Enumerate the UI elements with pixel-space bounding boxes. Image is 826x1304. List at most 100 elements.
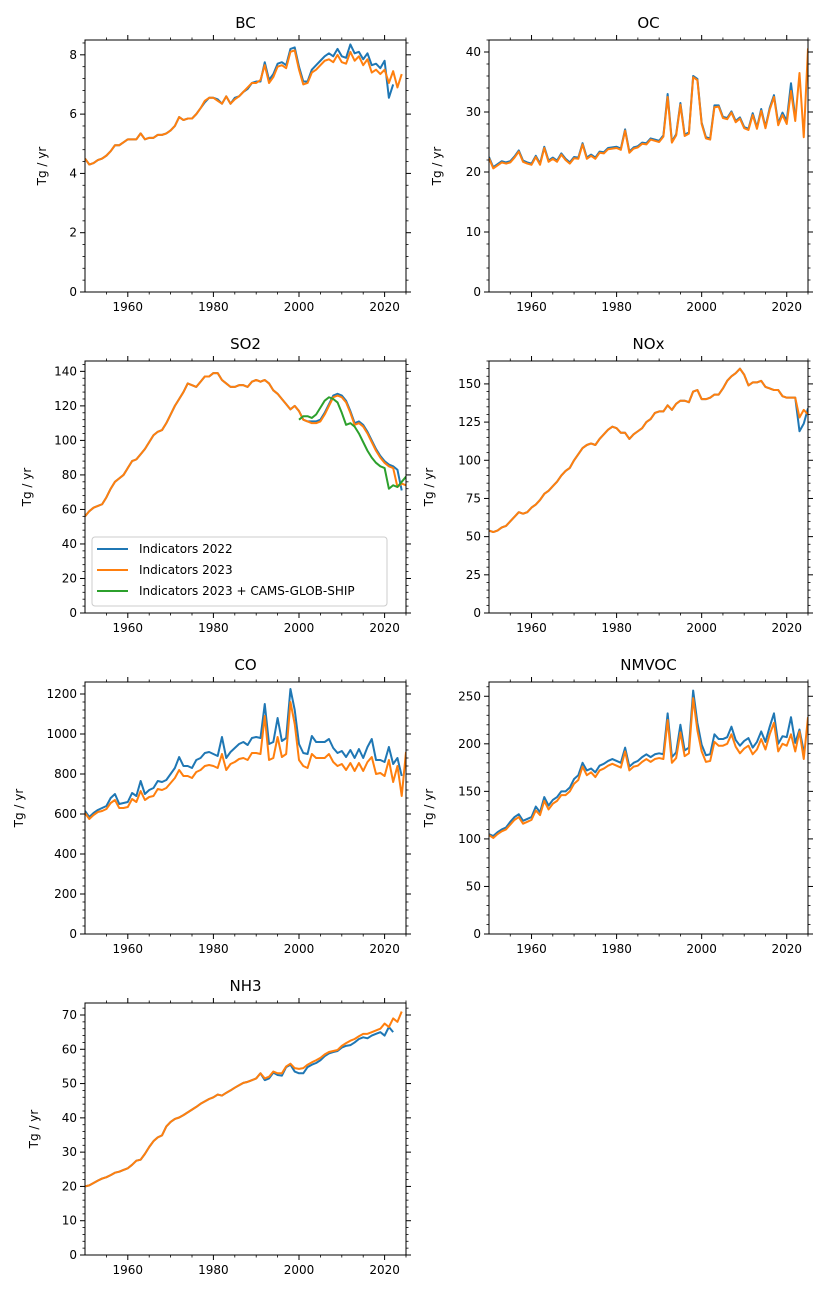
y-tick-label: 150: [458, 377, 481, 391]
y-tick-label: 140: [54, 364, 77, 378]
panel-so2: 1960 1980 2000 2020 0 20 40 60 80 100 120 140 SO2 Tg …: [20, 335, 411, 635]
chart-title: SO2: [230, 335, 261, 353]
x-tick-label: 1960: [516, 942, 547, 956]
y-tick-label: 4: [69, 166, 77, 180]
chart-title: NH3: [229, 977, 261, 995]
panel-co: 1960 1980 2000 2020 0 200 400 600 800 1000 1200 CO T…: [12, 656, 411, 956]
y-tick-label: 30: [62, 1145, 77, 1159]
axes-frame: [84, 39, 407, 293]
y-tick-label: 40: [466, 45, 481, 59]
x-tick-label: 1980: [601, 300, 632, 314]
axes-frame: [84, 1002, 407, 1256]
series-line-indicators-2023: [85, 701, 406, 820]
x-tick-label: 2000: [686, 621, 717, 635]
series-line-indicators-2022: [489, 75, 797, 169]
series-line-indicators-2022: [489, 367, 808, 534]
series-line-indicators-2023: [85, 49, 403, 166]
y-axis-label: Tg / yr: [422, 468, 436, 508]
x-tick-label: 2000: [686, 942, 717, 956]
x-tick-label: 2020: [369, 1263, 400, 1277]
x-tick-label: 2000: [284, 300, 315, 314]
series-line-indicators-2022: [489, 689, 805, 838]
axes-frame: [84, 681, 407, 935]
panel-oc: 1960 1980 2000 2020 0 10 20 30 40 OC Tg / yr: [430, 14, 813, 314]
x-tick-label: 1980: [198, 300, 229, 314]
series-line-indicators-2023-cams-glob-ship: [298, 396, 406, 490]
chart-title: NOx: [633, 335, 665, 353]
legend-label: Indicators 2023: [139, 563, 233, 577]
x-tick-label: 2020: [771, 942, 802, 956]
y-tick-label: 8: [69, 48, 77, 62]
axes-frame: [488, 39, 809, 293]
axes-frame: [488, 360, 809, 614]
x-tick-label: 1980: [198, 1263, 229, 1277]
panel-nmvoc: 1960 1980 2000 2020 0 50 100 150 200 250 NMVOC Tg /…: [422, 656, 813, 956]
y-tick-label: 250: [458, 689, 481, 703]
y-tick-label: 70: [62, 1008, 77, 1022]
y-tick-label: 75: [466, 491, 481, 505]
y-axis-label: Tg / yr: [35, 147, 49, 187]
y-axis-label: Tg / yr: [422, 789, 436, 829]
y-tick-label: 10: [62, 1214, 77, 1228]
series-line-indicators-2023: [489, 697, 808, 839]
x-tick-label: 1980: [198, 621, 229, 635]
legend: Indicators 2022 Indicators 2023 Indicators…: [91, 536, 388, 607]
legend-label: Indicators 2022: [139, 542, 233, 556]
y-tick-label: 40: [62, 537, 77, 551]
series-line-indicators-2022: [85, 688, 403, 818]
x-tick-label: 2020: [771, 300, 802, 314]
y-tick-label: 10: [466, 225, 481, 239]
y-tick-label: 50: [466, 530, 481, 544]
y-tick-label: 800: [54, 767, 77, 781]
legend-box: [91, 536, 388, 607]
y-tick-label: 0: [473, 285, 481, 299]
x-tick-label: 1980: [601, 942, 632, 956]
y-axis-label: Tg / yr: [12, 789, 26, 829]
y-tick-label: 50: [62, 1077, 77, 1091]
series-line-indicators-2022: [85, 1026, 394, 1188]
axes-frame: [84, 360, 407, 614]
y-tick-label: 0: [473, 927, 481, 941]
series-line-indicators-2023: [489, 367, 808, 534]
y-tick-label: 25: [466, 568, 481, 582]
x-tick-label: 2000: [284, 621, 315, 635]
y-tick-label: 100: [458, 453, 481, 467]
y-tick-label: 60: [62, 1042, 77, 1056]
series-line-indicators-2023: [489, 48, 808, 170]
panel-nox: 1960 1980 2000 2020 0 25 50 75 100 125 150 NOx Tg / …: [422, 335, 813, 635]
y-tick-label: 20: [62, 1179, 77, 1193]
x-tick-label: 2000: [686, 300, 717, 314]
y-tick-label: 6: [69, 107, 77, 121]
y-tick-label: 80: [62, 468, 77, 482]
y-tick-label: 20: [62, 571, 77, 585]
x-tick-label: 1960: [113, 1263, 144, 1277]
x-tick-label: 2020: [771, 621, 802, 635]
y-tick-label: 20: [466, 165, 481, 179]
y-tick-label: 60: [62, 502, 77, 516]
x-tick-label: 1960: [516, 621, 547, 635]
x-tick-label: 2000: [284, 1263, 315, 1277]
x-tick-label: 1960: [113, 942, 144, 956]
y-tick-label: 2: [69, 226, 77, 240]
y-tick-label: 0: [69, 285, 77, 299]
chart-title: OC: [637, 14, 659, 32]
y-tick-label: 0: [69, 606, 77, 620]
y-tick-label: 125: [458, 415, 481, 429]
x-tick-label: 2000: [284, 942, 315, 956]
y-tick-label: 200: [458, 737, 481, 751]
y-tick-label: 600: [54, 807, 77, 821]
y-tick-label: 50: [466, 879, 481, 893]
panel-nh3: 1960 1980 2000 2020 0 10 20 30 40 50 60 70 NH3 Tg / y…: [27, 977, 411, 1277]
legend-label: Indicators 2023 + CAMS-GLOB-SHIP: [139, 584, 355, 598]
y-tick-label: 200: [54, 887, 77, 901]
x-tick-label: 2020: [369, 621, 400, 635]
x-tick-label: 1960: [113, 300, 144, 314]
y-tick-label: 100: [458, 832, 481, 846]
axes-frame: [488, 681, 809, 935]
y-tick-label: 0: [69, 1248, 77, 1262]
y-tick-label: 40: [62, 1111, 77, 1125]
y-axis-label: Tg / yr: [27, 1110, 41, 1150]
y-tick-label: 1200: [46, 687, 77, 701]
y-tick-label: 1000: [46, 727, 77, 741]
